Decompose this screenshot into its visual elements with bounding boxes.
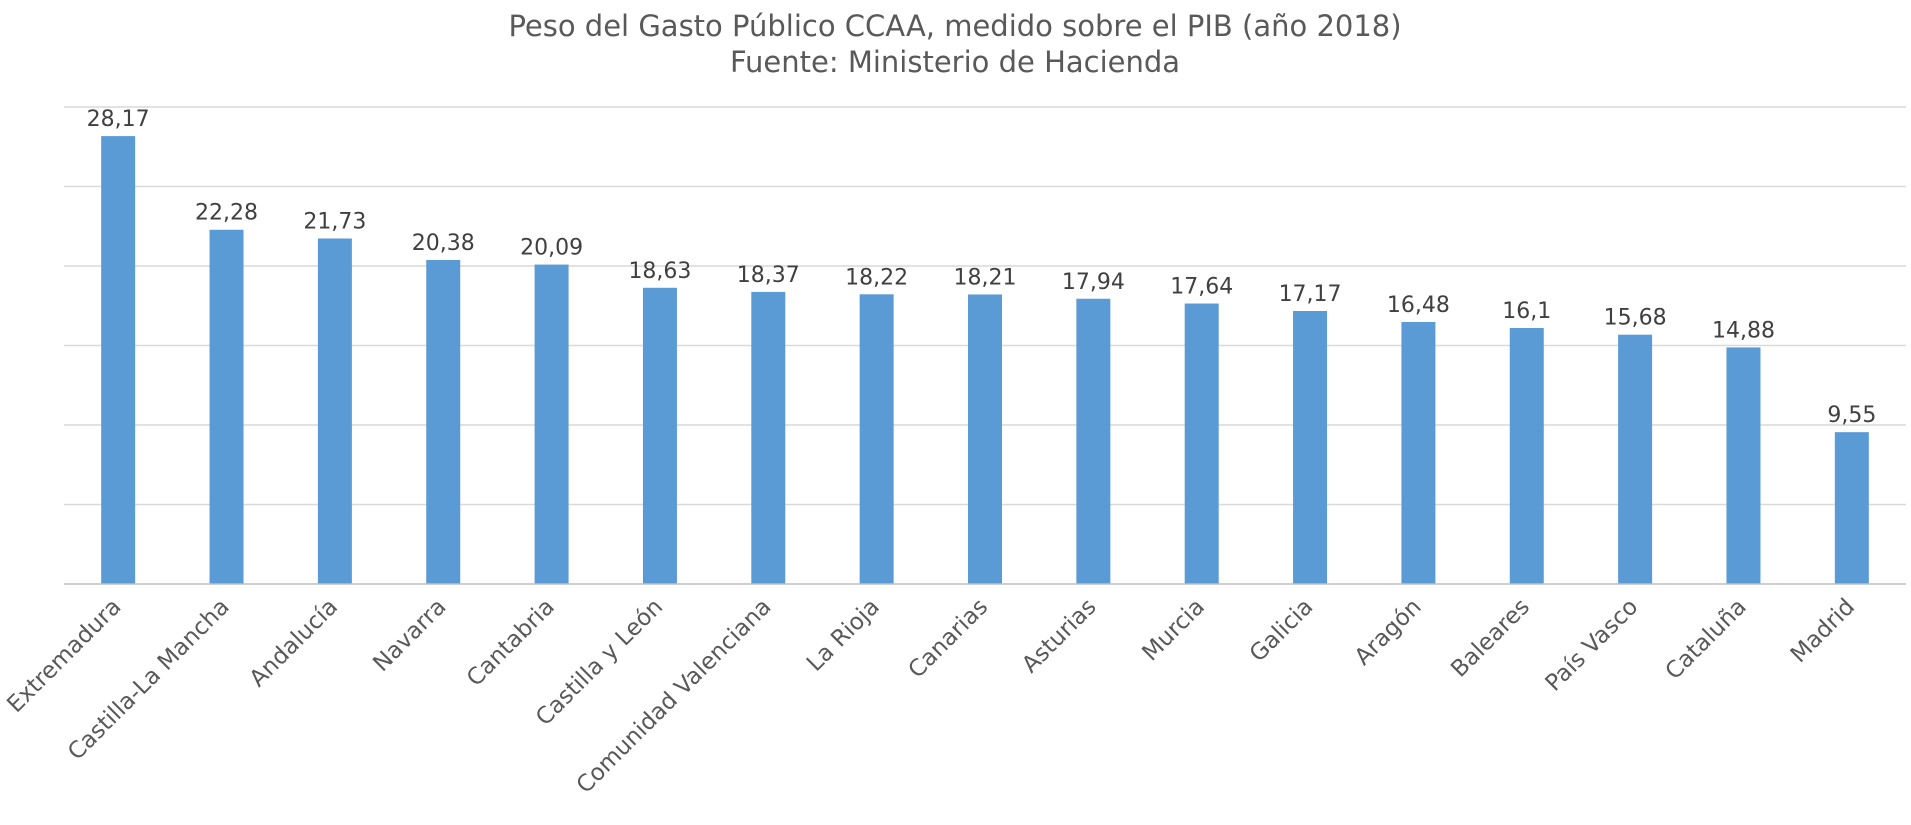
data-label: 22,28 <box>195 201 258 226</box>
chart-subtitle: Fuente: Ministerio de Hacienda <box>730 45 1180 79</box>
x-tick-label: Galicia <box>1245 594 1318 667</box>
data-label: 15,68 <box>1604 306 1667 331</box>
data-label: 9,55 <box>1827 403 1876 428</box>
data-label: 18,21 <box>954 265 1017 290</box>
x-tick-label: Murcia <box>1137 594 1209 666</box>
x-tick-label: Asturias <box>1017 594 1101 678</box>
x-tick-label: Canarias <box>904 594 994 684</box>
bar <box>209 229 244 585</box>
x-tick-label: Extremadura <box>2 594 126 718</box>
bar <box>1509 328 1544 584</box>
x-tick-label: Andalucía <box>245 594 343 692</box>
x-tick-label: Navarra <box>368 594 451 677</box>
x-tick-label: Cataluña <box>1661 594 1752 685</box>
x-tick-label: La Rioja <box>802 594 885 677</box>
bar <box>751 291 786 584</box>
data-label: 16,48 <box>1387 293 1450 318</box>
data-label: 16,1 <box>1502 299 1551 324</box>
bar <box>859 294 894 584</box>
bar <box>1726 347 1761 584</box>
data-label: 17,94 <box>1062 270 1125 295</box>
data-label: 17,17 <box>1279 282 1342 307</box>
bar <box>1401 321 1436 584</box>
bar <box>426 259 461 584</box>
data-label: 20,38 <box>412 231 475 256</box>
data-label: 21,73 <box>303 209 366 234</box>
bar <box>1834 432 1869 584</box>
x-tick-label: Madrid <box>1786 594 1860 668</box>
data-label: 18,63 <box>628 259 691 284</box>
data-label: 28,17 <box>87 107 150 132</box>
x-tick-label: Comunidad Valenciana <box>572 594 777 799</box>
data-label: 18,37 <box>737 263 800 288</box>
bar <box>1618 334 1653 584</box>
data-label: 17,64 <box>1170 275 1233 300</box>
data-label: 18,22 <box>845 265 908 290</box>
chart-title: Peso del Gasto Público CCAA, medido sobr… <box>508 9 1401 43</box>
bar <box>317 238 352 585</box>
bar <box>1076 298 1111 584</box>
bar <box>101 136 136 585</box>
data-labels: 28,17 22,28 21,73 20,38 20,09 18,63 18,37 18,22… <box>87 107 1877 428</box>
bars <box>101 136 1869 585</box>
bar <box>1293 310 1328 584</box>
data-label: 20,09 <box>520 236 583 261</box>
bar <box>534 264 569 584</box>
x-tick-label: Cantabria <box>462 594 560 692</box>
data-label: 14,88 <box>1712 318 1775 343</box>
bar <box>968 294 1002 584</box>
x-tick-label: Aragón <box>1350 594 1427 671</box>
bar <box>1184 303 1219 584</box>
bar <box>642 287 677 584</box>
x-tick-label: Baleares <box>1446 594 1535 683</box>
x-tick-label: País Vasco <box>1541 594 1644 697</box>
